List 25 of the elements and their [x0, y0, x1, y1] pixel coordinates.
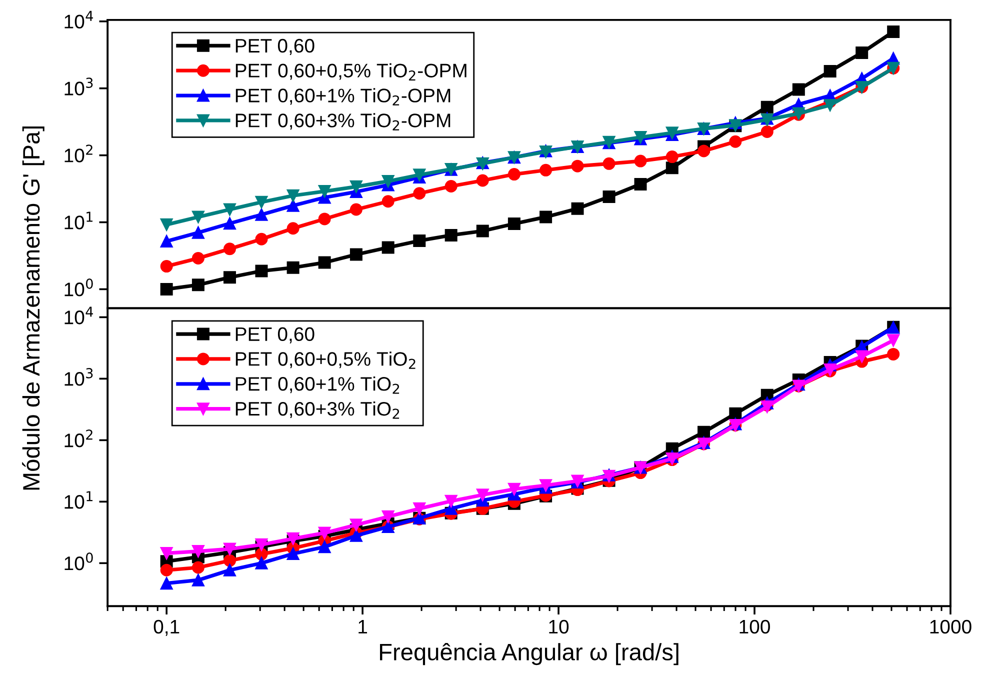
legend-label: PET 0,60+1% TiO$_{2}$-OPM	[236, 88, 450, 106]
x-tick-label: 1000	[930, 620, 972, 634]
x-tick-label: 1	[358, 620, 368, 634]
y-tick-label: 10$^{0}$	[64, 278, 93, 296]
legend-label: PET 0,60+0,5% TiO$_{2}$	[236, 352, 416, 369]
legend-label: PET 0,60+3% TiO$_{2}$	[236, 401, 400, 419]
y-tick-label: 10$^{2}$	[64, 430, 92, 448]
x-axis-title: Frequência Angular ω [rad/s]	[380, 643, 678, 666]
y-tick-label: 10$^{4}$	[64, 10, 93, 28]
x-tick-label: 100	[740, 620, 770, 634]
y-tick-label: 10$^{1}$	[64, 491, 92, 509]
y-tick-label: 10$^{2}$	[64, 144, 92, 162]
y-tick-label: 10$^{3}$	[64, 78, 93, 96]
y-tick-label: 10$^{0}$	[64, 552, 93, 570]
x-tick-label: 0,1	[154, 620, 180, 636]
legend-label: PET 0,60	[236, 38, 314, 55]
legend-label: PET 0,60+1% TiO$_{2}$	[236, 376, 400, 394]
y-tick-label: 10$^{1}$	[64, 212, 92, 230]
y-tick-label: 10$^{3}$	[64, 368, 93, 386]
y-tick-label: 10$^{4}$	[64, 306, 93, 324]
y-axis-title: Módulo de Armazenamento G' [Pa]	[22, 126, 44, 490]
x-tick-label: 10	[549, 620, 569, 634]
legend-label: PET 0,60+3% TiO$_{2}$-OPM	[236, 113, 450, 130]
legend-label: PET 0,60	[236, 327, 314, 344]
legend-label: PET 0,60+0,5% TiO$_{2}$-OPM	[236, 63, 466, 80]
